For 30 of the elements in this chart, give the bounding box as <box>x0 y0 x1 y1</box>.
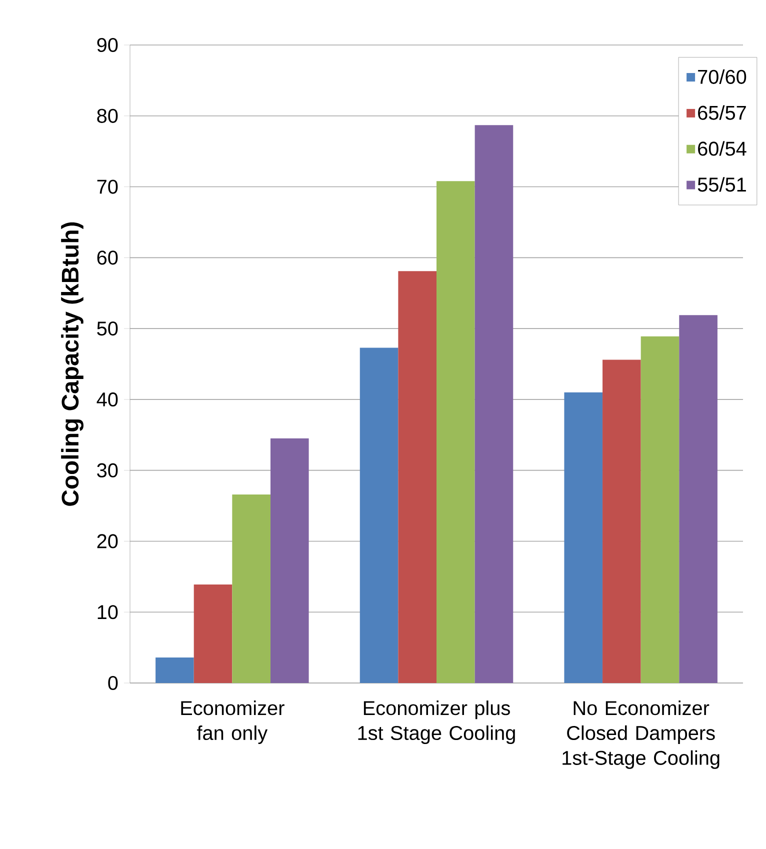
bar <box>360 348 398 683</box>
bar <box>156 657 194 683</box>
bar <box>232 494 270 683</box>
y-tick-label: 40 <box>96 392 118 406</box>
y-tick-label: 0 <box>108 676 118 690</box>
bar <box>270 438 309 683</box>
y-tick-label: 60 <box>97 250 118 265</box>
y-tick-label: 70 <box>97 180 118 194</box>
bar <box>564 392 603 683</box>
bar <box>640 336 680 683</box>
y-tick-label: 10 <box>98 605 118 620</box>
bar <box>398 271 437 683</box>
y-tick-label: 50 <box>97 322 118 336</box>
x-tick-label: Economizer fan only <box>181 700 284 744</box>
y-tick-label: 20 <box>97 534 118 548</box>
y-tick-label: 30 <box>97 463 118 478</box>
y-axis-title: Cooling Capacity (kBtuh) <box>61 222 84 506</box>
bar <box>474 125 514 683</box>
legend-label: 55/51 <box>698 177 746 192</box>
legend-label: 65/57 <box>698 105 746 120</box>
bar <box>679 315 718 683</box>
bar <box>602 360 641 683</box>
y-tick-label: 90 <box>97 38 118 52</box>
x-tick-label: Economizer plus 1st Stage Cooling <box>358 700 515 744</box>
bar <box>436 181 475 683</box>
x-tick-label: No Economizer Closed Dampers 1st-Stage Cooling <box>562 700 720 769</box>
y-tick-label: 80 <box>97 108 118 123</box>
legend-label: 60/54 <box>698 141 746 156</box>
bar <box>194 584 232 683</box>
legend-label: 70/60 <box>698 69 746 84</box>
